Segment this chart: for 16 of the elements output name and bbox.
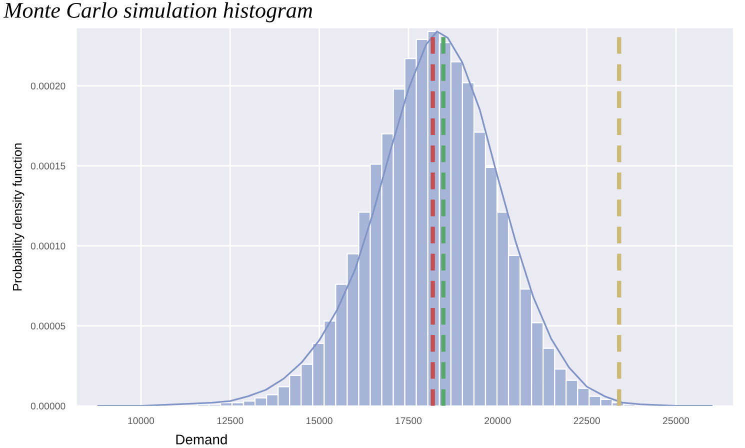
y-tick-label: 0.00020 — [30, 82, 66, 90]
y-tick-label: 0.00005 — [30, 322, 66, 330]
x-tick-label: 20000 — [484, 417, 511, 424]
line-series — [97, 30, 713, 406]
y-tick-label: 0.00010 — [30, 242, 66, 250]
x-axis-title: Demand — [176, 434, 227, 444]
x-tick-label: 10000 — [128, 417, 154, 424]
x-tick-label: 25000 — [662, 417, 690, 424]
chart-title: Monte Carlo simulation histogram — [3, 2, 312, 22]
y-tick-label: 0.00000 — [30, 402, 66, 410]
y-axis-title: Probability density function — [12, 144, 24, 290]
x-tick-label: 12500 — [217, 417, 244, 424]
x-tick-label: 15000 — [306, 417, 332, 424]
x-tick-label: 17500 — [396, 417, 422, 424]
x-tick-label: 22500 — [574, 417, 600, 424]
y-tick-label: 0.00015 — [30, 162, 66, 170]
